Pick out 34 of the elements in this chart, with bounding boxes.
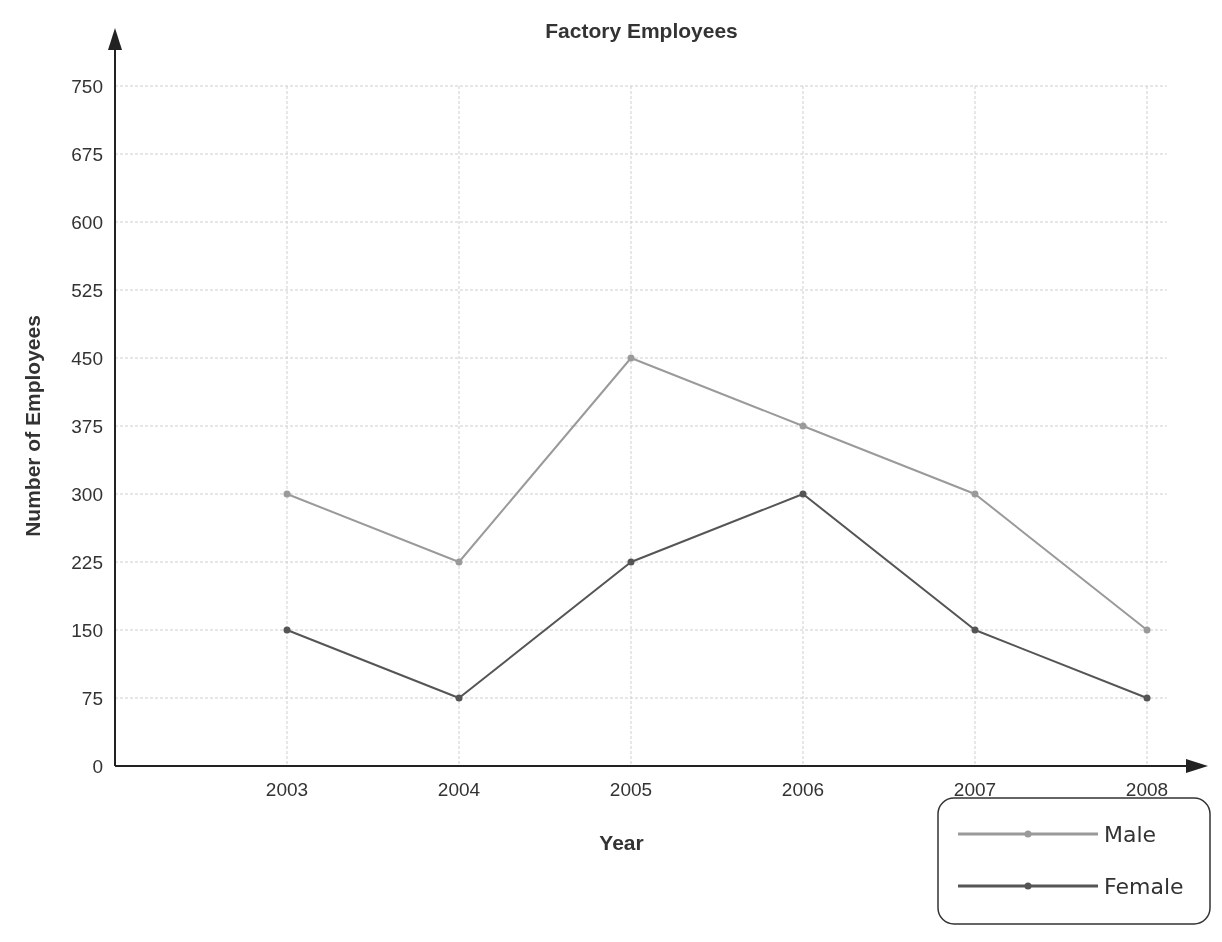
x-tick-label: 2003 <box>265 779 309 800</box>
y-tick-label: 525 <box>71 279 103 301</box>
point <box>971 626 979 634</box>
y-tick-label: 300 <box>71 483 103 505</box>
point <box>971 490 979 498</box>
x-tick-label: 2004 <box>437 779 481 800</box>
x-axis-title: Year <box>599 831 644 854</box>
y-tick-label: 225 <box>71 551 103 573</box>
point <box>627 558 635 566</box>
legend-label: Male <box>1104 821 1157 847</box>
y-tick-label: 75 <box>81 687 103 709</box>
y-tick-label: 600 <box>71 211 103 233</box>
point <box>1143 694 1151 702</box>
legend-label: Female <box>1104 873 1184 899</box>
point <box>455 694 463 702</box>
point <box>799 490 807 498</box>
point <box>283 490 291 498</box>
y-tick-label: 675 <box>71 143 103 165</box>
point <box>283 626 291 634</box>
chart-title: Factory Employees <box>545 19 738 42</box>
y-tick-label: 450 <box>71 347 103 369</box>
x-tick-label: 2008 <box>1125 779 1169 800</box>
point <box>627 354 635 362</box>
x-tick-label: 2005 <box>609 779 653 800</box>
y-tick-label: 0 <box>92 755 103 777</box>
point <box>455 558 463 566</box>
point <box>1143 626 1151 634</box>
y-tick-label: 375 <box>71 415 103 437</box>
x-tick-label: 2006 <box>781 779 825 800</box>
point <box>799 422 807 430</box>
y-tick-label: 150 <box>71 619 103 641</box>
y-tick-label: 750 <box>71 75 103 97</box>
x-tick-label: 2007 <box>953 779 997 800</box>
y-axis-title: Number of Employees <box>21 315 44 537</box>
